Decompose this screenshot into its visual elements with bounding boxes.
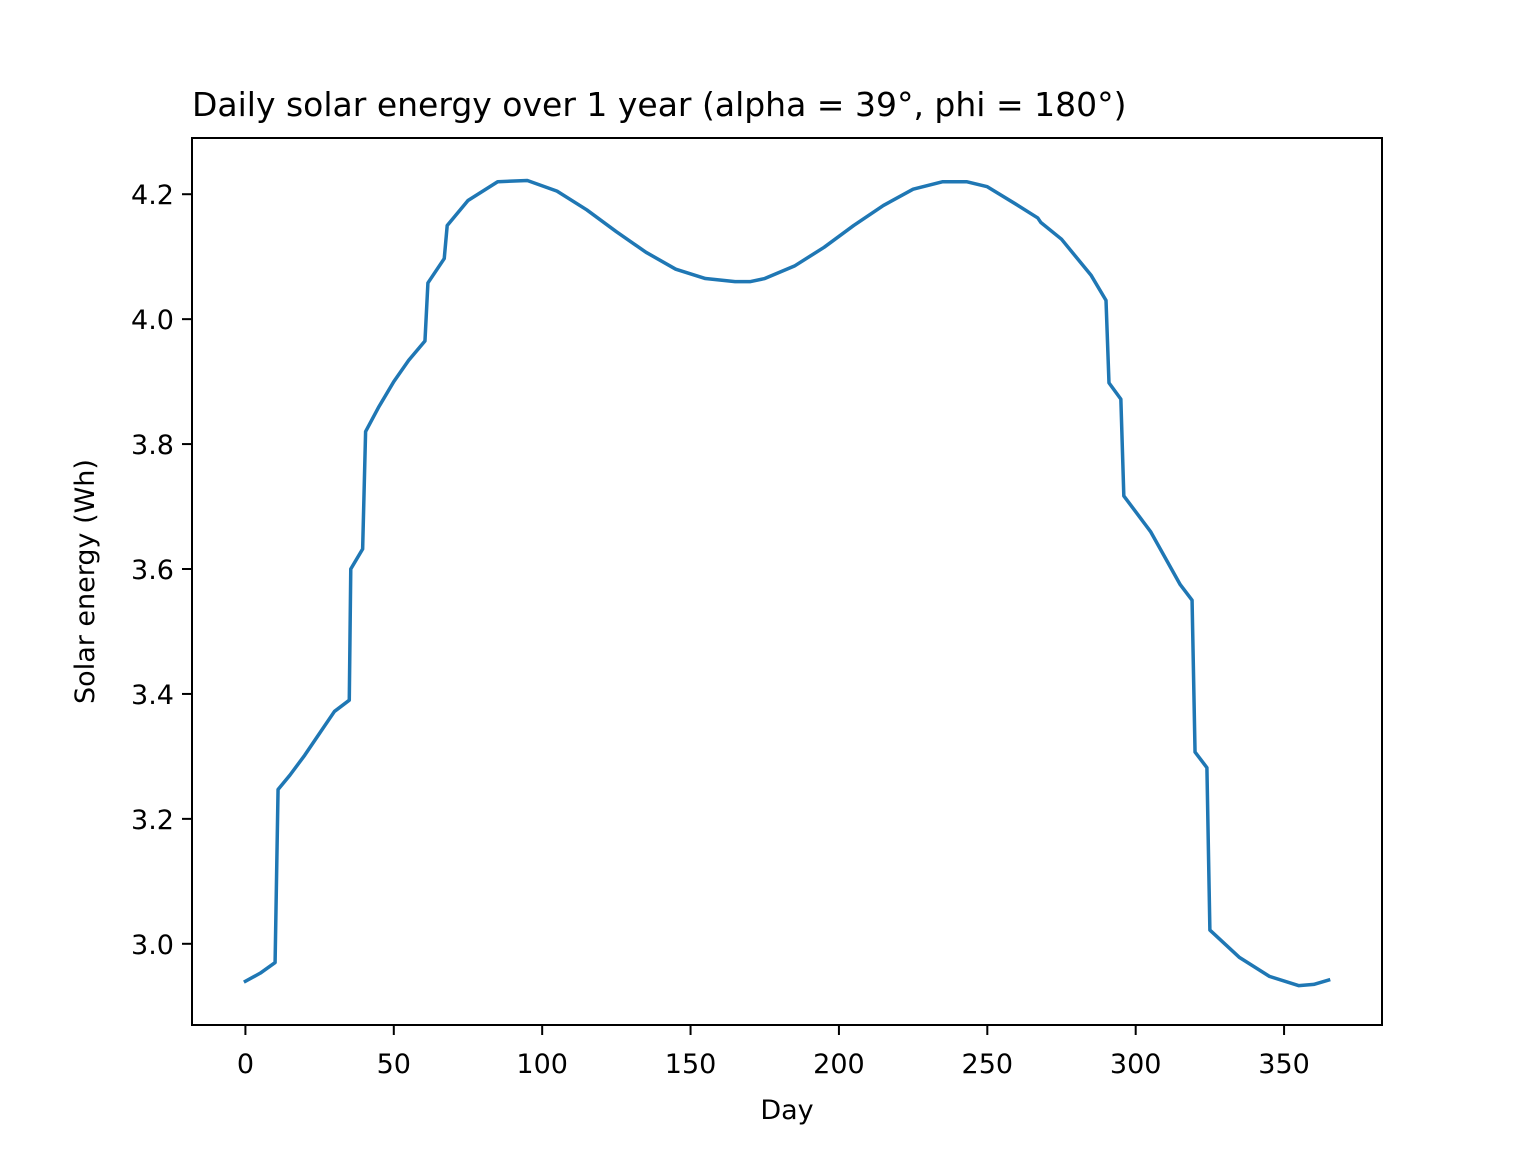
x-tick-label: 200: [813, 1049, 865, 1080]
plot-area: [192, 138, 1382, 1025]
x-tick-label: 0: [237, 1049, 254, 1080]
x-axis-label: Day: [760, 1095, 813, 1126]
plot-frame: [191, 137, 1383, 1026]
x-axis-ticks: 0 50 100 150 200 250 300 350: [237, 1025, 1310, 1080]
y-tick-label: 3.4: [131, 680, 174, 711]
x-tick-label: 300: [1110, 1049, 1162, 1080]
x-tick-label: 150: [665, 1049, 717, 1080]
chart-title: Daily solar energy over 1 year (alpha = …: [192, 85, 1126, 124]
y-tick-label: 4.2: [131, 180, 174, 211]
y-axis-label: Solar energy (Wh): [70, 459, 101, 704]
series-line: [243, 178, 1331, 988]
y-tick-label: 3.8: [131, 430, 174, 461]
y-tick-label: 4.0: [131, 305, 174, 336]
y-tick-label: 3.2: [131, 805, 174, 836]
y-axis-ticks: 3.0 3.2 3.4 3.6 3.8 4.0 4.2: [131, 180, 192, 961]
x-tick-label: 350: [1258, 1049, 1310, 1080]
y-tick-label: 3.0: [131, 930, 174, 961]
x-tick-label: 100: [516, 1049, 568, 1080]
series-layer: [243, 178, 1331, 988]
y-tick-label: 3.6: [131, 555, 174, 586]
x-tick-label: 50: [377, 1049, 411, 1080]
x-tick-label: 250: [962, 1049, 1014, 1080]
